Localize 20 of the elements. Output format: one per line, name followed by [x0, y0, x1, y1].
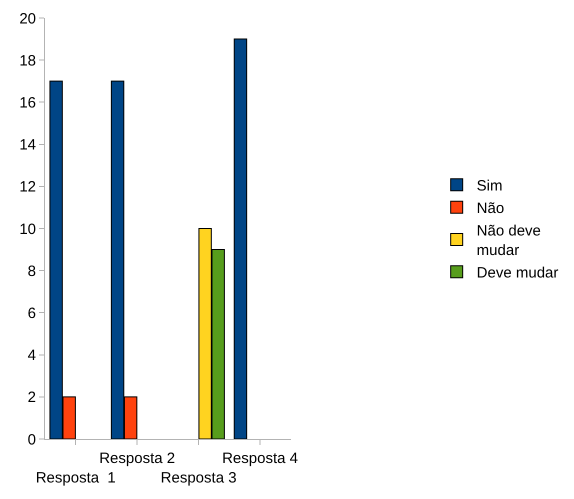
y-tick-label: 14	[19, 136, 36, 154]
y-tick-label: 18	[19, 52, 36, 70]
y-tick-label: 16	[19, 94, 36, 112]
x-tick-label: Resposta 4	[222, 450, 298, 467]
y-tick-label: 2	[28, 389, 36, 406]
legend-label: Não deve mudar	[476, 222, 541, 260]
x-tick-label: Resposta 3	[160, 470, 237, 486]
y-tick-label: 4	[28, 347, 36, 364]
legend-label: Sim	[476, 178, 503, 195]
y-tick-label: 20	[19, 10, 36, 28]
legend-label: Deve mudar	[476, 264, 558, 282]
x-tick-label: Resposta 2	[99, 450, 176, 467]
x-tick-label: Resposta 1	[36, 470, 116, 486]
legend-label: Não	[476, 200, 504, 218]
y-tick-label: 8	[28, 262, 36, 280]
bar	[234, 38, 248, 439]
y-tick-label: 10	[19, 220, 36, 238]
y-tick-label: 12	[19, 178, 36, 196]
y-tick-label: 0	[28, 431, 36, 448]
y-tick-label: 6	[28, 304, 36, 322]
